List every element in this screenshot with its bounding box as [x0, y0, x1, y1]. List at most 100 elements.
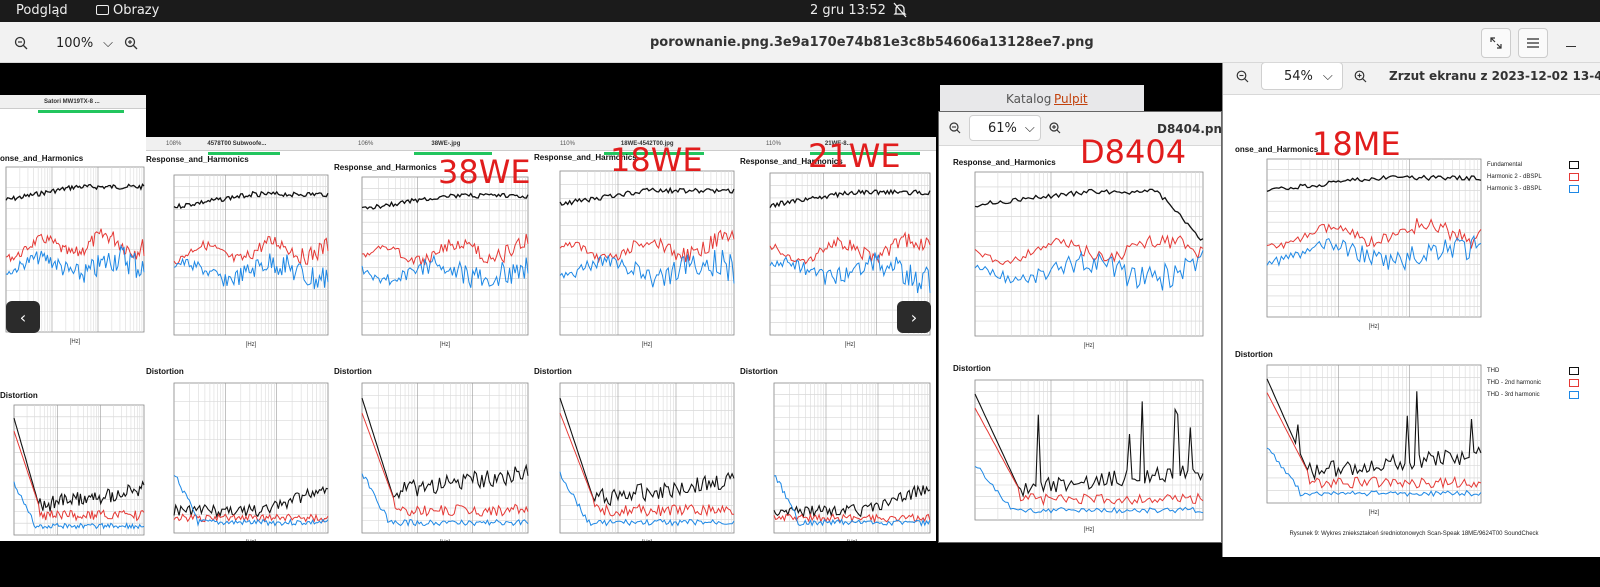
harmonic2-curve [1266, 218, 1482, 250]
previous-image-button[interactable]: ‹ [6, 301, 40, 333]
d8404-zoom-dropdown[interactable]: 61% ⌵ [969, 115, 1041, 141]
second-zoom-dropdown[interactable]: 54% ⌵ [1261, 63, 1343, 90]
panel-21we: 110% 21WE-8... Response_and_Harmonics [Hz… [740, 137, 936, 541]
legend-label: Harmonic 2 - dBSPL [1487, 174, 1542, 180]
harmonic2-curve [974, 407, 1204, 507]
axis-label-hz: [Hz] [1369, 324, 1380, 330]
response-title: onse_and_Harmonics [1235, 145, 1319, 154]
distortion-title: Distortion [0, 391, 38, 400]
main-menu-button[interactable] [1518, 28, 1548, 58]
axis-label-hz: [Hz] [440, 540, 451, 541]
panel-zoom: 108% [166, 140, 182, 147]
legend-label: Harmonic 3 - dBSPL [1487, 186, 1542, 192]
distortion-plot: [Hz] [773, 382, 931, 541]
minimize-button[interactable] [1556, 28, 1586, 58]
legend-swatch [1569, 185, 1579, 193]
legend-label: THD - 2nd harmonic [1487, 380, 1542, 386]
second-zoom-in-button[interactable] [1347, 63, 1373, 89]
d8404-zoom-out-button[interactable] [943, 116, 967, 140]
axis-label-hz: [Hz] [642, 342, 653, 348]
distortion-plot: [Hz] [173, 382, 329, 541]
label-21we: 21WE [808, 137, 901, 175]
plot-frame [974, 171, 1204, 337]
plot-frame [13, 404, 145, 536]
axis-label-hz: [Hz] [642, 540, 653, 541]
harmonic3-curve [769, 252, 931, 294]
response-title: Response_and_Harmonics [740, 157, 843, 166]
legend-swatch [1569, 379, 1579, 387]
zoom-out-button[interactable] [8, 30, 34, 56]
fundamental-curve [361, 397, 529, 500]
axis-label-hz: [Hz] [246, 342, 257, 348]
katalog-label: Katalog [1006, 92, 1052, 106]
distortion-plot: [Hz] [361, 382, 529, 541]
legend-item: Fundamental [1487, 159, 1579, 171]
distortion-plot: [Hz] [559, 382, 735, 541]
app-menu-podglad[interactable]: Podgląd [16, 3, 68, 18]
harmonic3-curve [974, 250, 1204, 291]
fundamental-curve [559, 186, 735, 206]
chevron-down-icon: ⌵ [1024, 120, 1035, 136]
clock[interactable]: 2 gru 13:52 [810, 3, 886, 18]
images-icon [96, 5, 109, 15]
axis-label-hz: [Hz] [246, 540, 257, 541]
zoom-out-icon [1236, 70, 1248, 82]
chevron-down-icon: ⌵ [1322, 68, 1333, 84]
distortion-title: Distortion [1235, 350, 1273, 359]
response-title: Response_and_Harmonics [953, 158, 1056, 167]
chevron-left-icon: ‹ [19, 307, 27, 327]
distortion-title: Distortion [740, 367, 778, 376]
distortion-title: Distortion [534, 367, 572, 376]
harmonic2-curve [1266, 392, 1482, 490]
harmonic3-curve [5, 244, 145, 283]
minimize-icon [1566, 45, 1576, 47]
harmonic2-curve [559, 229, 735, 264]
next-image-button[interactable]: › [897, 301, 931, 333]
zoom-in-button[interactable] [118, 30, 144, 56]
label-18we: 18WE [610, 141, 703, 179]
zoom-level-dropdown[interactable]: 100% ⌵ [38, 29, 114, 57]
harmonic3-curve [173, 474, 329, 527]
distortion-plot: [Hz] [13, 404, 145, 536]
second-zoom-out-button[interactable] [1229, 63, 1255, 89]
zoom-level-value: 61% [988, 120, 1017, 136]
distortion-title: Distortion [334, 367, 372, 376]
panel-38we: 106% 38WE-.jpg Response_and_Harmonics [Hz… [334, 137, 534, 541]
harmonic2-curve [361, 234, 529, 266]
screenshot-window: 54%⌵ Zrzut ekranu z 2023-12-02 13-49-57 … [1222, 63, 1600, 557]
legend-item: THD [1487, 365, 1579, 377]
harmonic2-curve [361, 412, 529, 517]
d8404-zoom-in-button[interactable] [1043, 116, 1067, 140]
main-window-header: 100% ⌵ porownanie.png.3e9a170e74b81e3c8b… [0, 22, 1600, 63]
chevron-down-icon: ⌵ [103, 35, 114, 51]
fundamental-curve [361, 192, 529, 210]
harmonic3-curve [773, 475, 931, 527]
legend-swatch [1569, 173, 1579, 181]
zoom-out-icon [14, 36, 28, 50]
panel-18me: onse_and_Harmonics [Hz] Fundamental Harm… [1235, 145, 1593, 547]
fullscreen-button[interactable] [1481, 28, 1511, 58]
d8404-title: D8404.png [1157, 122, 1231, 136]
pulpit-link[interactable]: Pulpit [1054, 92, 1088, 106]
harmonic2-curve [173, 513, 329, 523]
zoom-in-icon [1354, 70, 1366, 82]
axis-label-hz: [Hz] [845, 342, 856, 348]
response-legend: Fundamental Harmonic 2 - dBSPL Harmonic … [1487, 159, 1579, 195]
response-plot: [Hz] [1266, 158, 1482, 330]
panel-tab-name: Satori MW19TX-8 ... [44, 98, 100, 105]
legend-swatch [1569, 161, 1579, 169]
panel-18we: 110% 18WE-4542T00.jpg Response_and_Harmon… [534, 137, 740, 541]
fundamental-curve [1266, 378, 1482, 481]
fundamental-curve [173, 485, 329, 519]
panel-zoom: 110% [560, 140, 575, 147]
axis-label-hz: [Hz] [1084, 343, 1095, 349]
plot-frame [1266, 158, 1482, 318]
response-plot: [Hz] [974, 171, 1204, 349]
label-d8404: D8404 [1080, 133, 1187, 171]
window-title: porownanie.png.3e9a170e74b81e3c8b54606a1… [650, 35, 1094, 50]
harmonic3-curve [361, 473, 529, 527]
images-menu[interactable]: Obrazy [96, 3, 159, 18]
legend-swatch [1569, 391, 1579, 399]
notifications-muted-icon[interactable] [893, 2, 907, 22]
panel-toolbar: 106% 38WE-.jpg [334, 137, 534, 151]
